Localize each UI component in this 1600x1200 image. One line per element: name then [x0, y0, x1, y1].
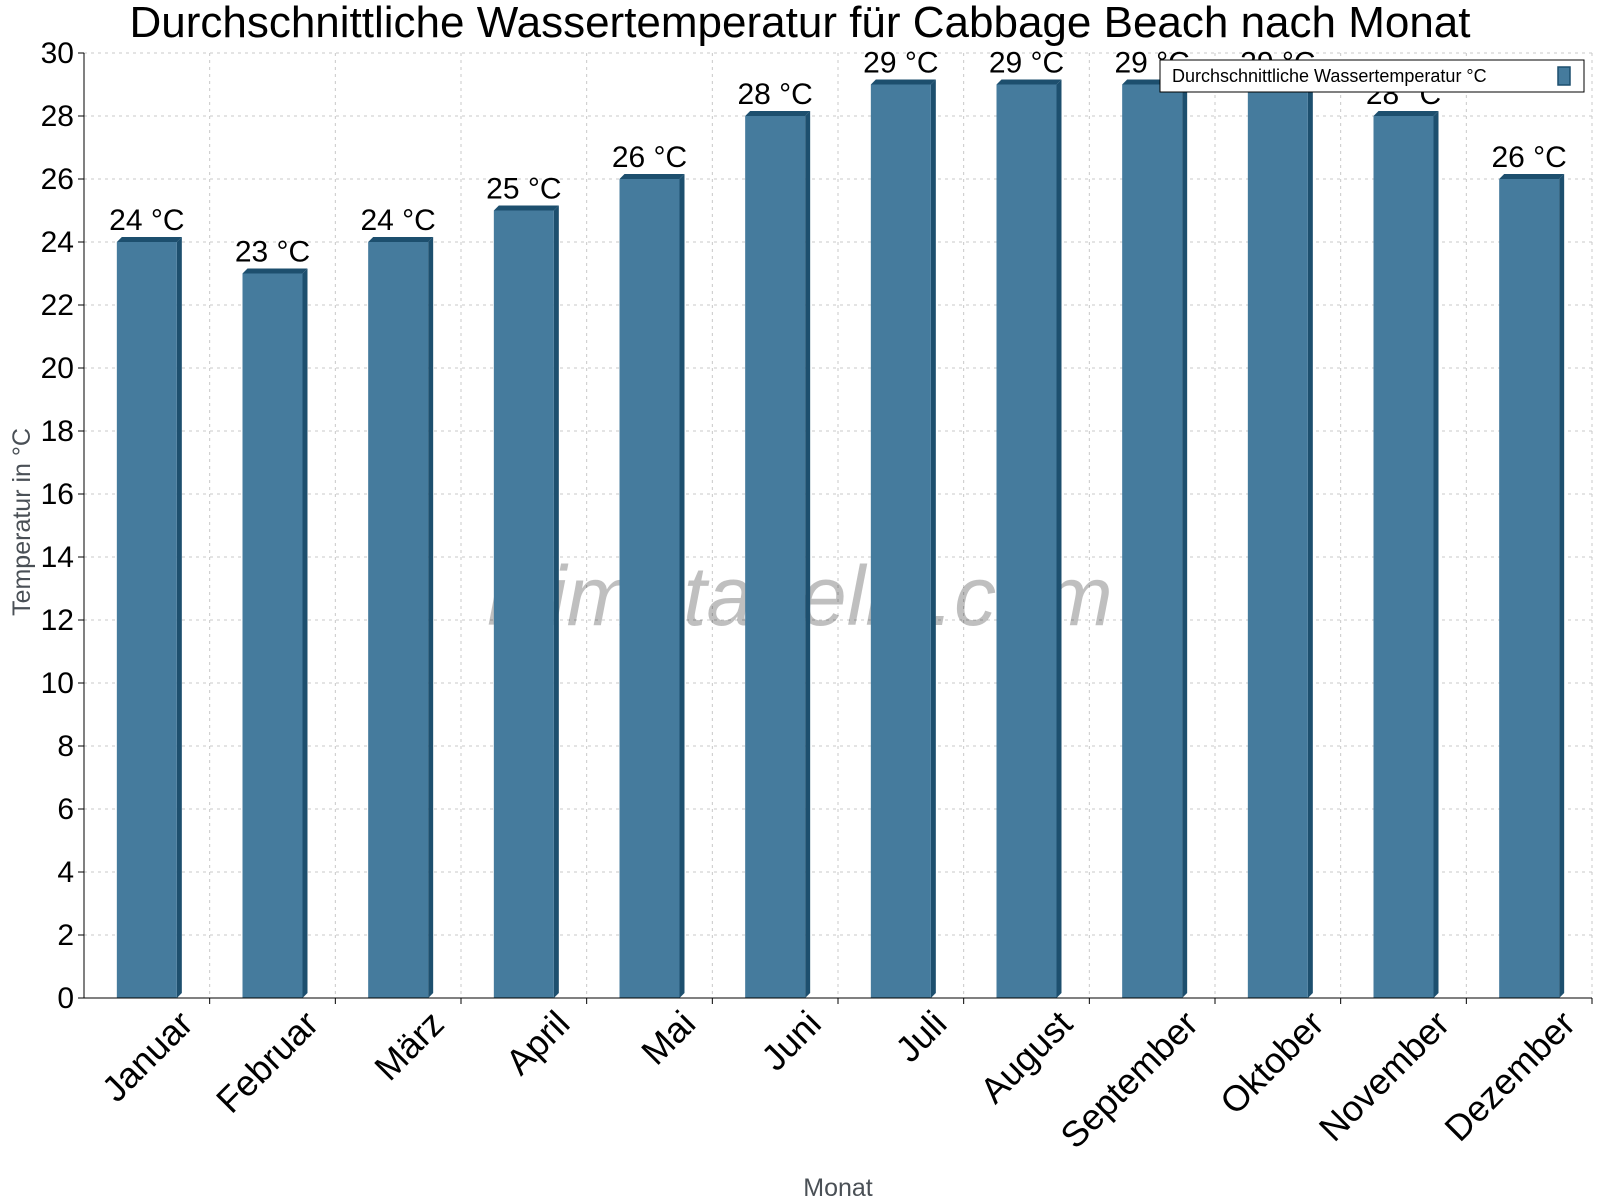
bar-top — [1499, 174, 1565, 179]
bar-face — [368, 242, 429, 998]
bar-side — [1307, 79, 1313, 998]
bar-side — [1559, 174, 1565, 998]
y-tick-label: 6 — [57, 793, 74, 826]
data-label: 28 °C — [737, 78, 812, 111]
y-tick-label: 14 — [41, 541, 74, 574]
legend-box — [1159, 59, 1585, 93]
bar — [242, 268, 308, 998]
x-axis-label: Monat — [803, 1174, 873, 1200]
legend: Durchschnittliche Wassertemperatur °C — [1159, 59, 1585, 93]
bar-side — [428, 237, 434, 998]
legend-swatch — [1557, 66, 1571, 86]
x-tick-label: Dezember — [1436, 1003, 1582, 1149]
bar-face — [1373, 116, 1434, 998]
bar — [619, 174, 685, 998]
bar-side — [1056, 79, 1062, 998]
y-tick-label: 18 — [41, 415, 74, 448]
bar-face — [619, 179, 680, 998]
bar — [368, 237, 434, 998]
y-tick-label: 20 — [41, 352, 74, 385]
data-label: 25 °C — [486, 173, 561, 206]
y-tick-label: 30 — [41, 37, 74, 70]
bar-side — [805, 111, 811, 998]
data-label: 29 °C — [989, 47, 1064, 80]
bar-side — [553, 205, 559, 998]
grid — [84, 52, 1593, 999]
bars — [116, 79, 1565, 998]
x-tick-label: Februar — [208, 1003, 326, 1121]
x-tick-label: September — [1052, 1003, 1206, 1157]
bar-face — [870, 84, 931, 998]
bar — [1499, 174, 1565, 998]
bar-top — [116, 237, 182, 242]
y-tick-label: 2 — [57, 919, 74, 952]
bar — [493, 205, 559, 998]
y-tick-label: 12 — [41, 604, 74, 637]
bar-top — [745, 111, 811, 116]
x-tick-label: Januar — [94, 1003, 201, 1110]
bar-side — [176, 237, 182, 998]
bar-side — [302, 268, 308, 998]
y-tick-label: 24 — [41, 226, 74, 259]
bar — [870, 79, 936, 998]
data-label: 26 °C — [1491, 141, 1566, 174]
y-tick-label: 28 — [41, 100, 74, 133]
bar-face — [1247, 84, 1308, 998]
x-tick-label: April — [498, 1003, 578, 1083]
bar — [996, 79, 1062, 998]
x-tick-label: März — [366, 1003, 452, 1089]
legend-label: Durchschnittliche Wassertemperatur °C — [1172, 66, 1487, 86]
data-label: 23 °C — [235, 236, 310, 269]
bar-side — [1433, 111, 1439, 998]
bar-face — [1499, 179, 1560, 998]
bar — [1122, 79, 1188, 998]
y-tick-label: 8 — [57, 730, 74, 763]
bar-top — [870, 79, 936, 85]
bar — [1247, 79, 1313, 998]
data-label: 26 °C — [612, 141, 687, 174]
bar — [745, 111, 811, 998]
chart-title: Durchschnittliche Wassertemperatur für C… — [129, 0, 1470, 47]
y-axis-label: Temperatur in °C — [8, 428, 36, 616]
bar-face — [745, 116, 806, 998]
bar-side — [930, 79, 936, 998]
bar-top — [1373, 111, 1439, 116]
bar-face — [996, 84, 1057, 998]
x-tick-label: August — [972, 1003, 1080, 1111]
y-tick-label: 16 — [41, 478, 74, 511]
y-tick-label: 4 — [57, 856, 74, 889]
y-tick-label: 10 — [41, 667, 74, 700]
bar-top — [996, 79, 1062, 85]
bar-face — [116, 242, 177, 998]
x-tick-label: Oktober — [1212, 1003, 1332, 1123]
x-tick-label: Juni — [753, 1003, 829, 1079]
y-tick-label: 0 — [57, 982, 74, 1015]
y-tick-label: 26 — [41, 163, 74, 196]
data-label: 29 °C — [863, 47, 938, 80]
bar-face — [493, 210, 554, 998]
bar-side — [679, 174, 685, 998]
data-label: 24 °C — [360, 204, 435, 237]
data-label: 24 °C — [109, 204, 184, 237]
bar-top — [368, 237, 434, 242]
y-tick-label: 22 — [41, 289, 74, 322]
data-labels: 24 °C 23 °C 24 °C 25 °C 26 °C 28 °C 29 °C 29 °C… — [109, 47, 1567, 269]
bar-face — [1122, 84, 1183, 998]
bar-top — [493, 205, 559, 211]
bar-top — [619, 174, 685, 179]
x-axis-ticks: Januar Februar März April Mai Juni Juli AugustS… — [94, 998, 1593, 1157]
x-tick-label: Juli — [887, 1003, 954, 1070]
bar-side — [1182, 79, 1188, 998]
bar — [1373, 111, 1439, 998]
bar-top — [242, 268, 308, 274]
x-tick-label: November — [1311, 1003, 1457, 1149]
x-tick-label: Mai — [633, 1003, 703, 1073]
bar — [116, 237, 182, 998]
bar-face — [242, 273, 303, 998]
